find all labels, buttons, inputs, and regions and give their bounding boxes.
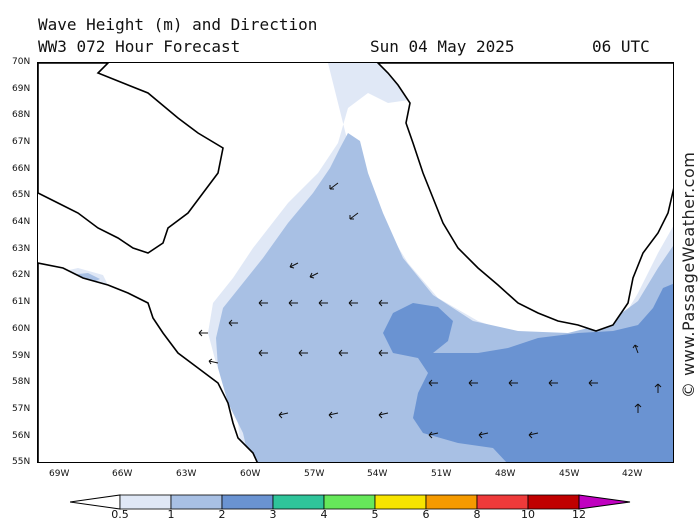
colorbar-segment (425, 494, 478, 510)
lat-label: 64N (12, 217, 31, 227)
colorbar-segment (272, 494, 325, 510)
wave-direction-arrows (198, 182, 662, 439)
forecast-model: WW3 072 Hour Forecast (38, 37, 241, 56)
lat-label: 61N (12, 297, 31, 307)
baffin-coastline (38, 63, 224, 254)
lat-label: 60N (12, 324, 31, 334)
map-area (37, 62, 674, 463)
wave-height-colorbar (70, 494, 631, 510)
lon-label: 63W (176, 469, 197, 479)
colorbar-low-cap (70, 494, 121, 510)
lon-label: 48W (495, 469, 516, 479)
lat-label: 57N (12, 404, 31, 414)
lat-label: 56N (12, 431, 31, 441)
greenland-coastline (376, 63, 673, 332)
lat-label: 63N (12, 244, 31, 254)
colorbar-label: 0.5 (111, 508, 129, 521)
colorbar-label: 6 (422, 508, 430, 521)
lat-label: 68N (12, 110, 31, 120)
forecast-date: Sun 04 May 2025 (370, 37, 515, 56)
lat-label: 70N (12, 57, 31, 67)
colorbar-segment (170, 494, 223, 510)
lat-label: 69N (12, 84, 31, 94)
colorbar-label: 10 (521, 508, 535, 521)
lon-label: 42W (622, 469, 643, 479)
colorbar-label: 12 (572, 508, 586, 521)
lon-label: 60W (240, 469, 261, 479)
lon-label: 45W (559, 469, 580, 479)
colorbar-label: 1 (167, 508, 175, 521)
lat-label: 66N (12, 164, 31, 174)
colorbar-segment (527, 494, 580, 510)
colorbar-label: 5 (371, 508, 379, 521)
lat-label: 58N (12, 377, 31, 387)
colorbar-label: 2 (218, 508, 226, 521)
lat-label: 55N (12, 457, 31, 467)
lon-label: 54W (367, 469, 388, 479)
colorbar-label: 3 (269, 508, 277, 521)
wave-region-dark (383, 283, 673, 462)
colorbar-label: 8 (473, 508, 481, 521)
colorbar-segment (476, 494, 529, 510)
colorbar-label: 4 (320, 508, 328, 521)
lon-label: 69W (49, 469, 70, 479)
colorbar-segment (221, 494, 274, 510)
lat-label: 62N (12, 270, 31, 280)
forecast-time: 06 UTC (592, 37, 650, 56)
colorbar-segment (374, 494, 427, 510)
lon-label: 66W (112, 469, 133, 479)
lat-label: 65N (12, 190, 31, 200)
lat-label: 59N (12, 351, 31, 361)
lat-label: 67N (12, 137, 31, 147)
lon-label: 51W (431, 469, 452, 479)
labrador-coastline (38, 262, 258, 462)
colorbar-high-cap (578, 494, 631, 510)
colorbar-segment (323, 494, 376, 510)
site-credit: © www.PassageWeather.com (679, 151, 698, 398)
colorbar-segment (119, 494, 172, 510)
lon-label: 57W (304, 469, 325, 479)
chart-title: Wave Height (m) and Direction (38, 15, 318, 34)
wave-map (38, 63, 673, 462)
